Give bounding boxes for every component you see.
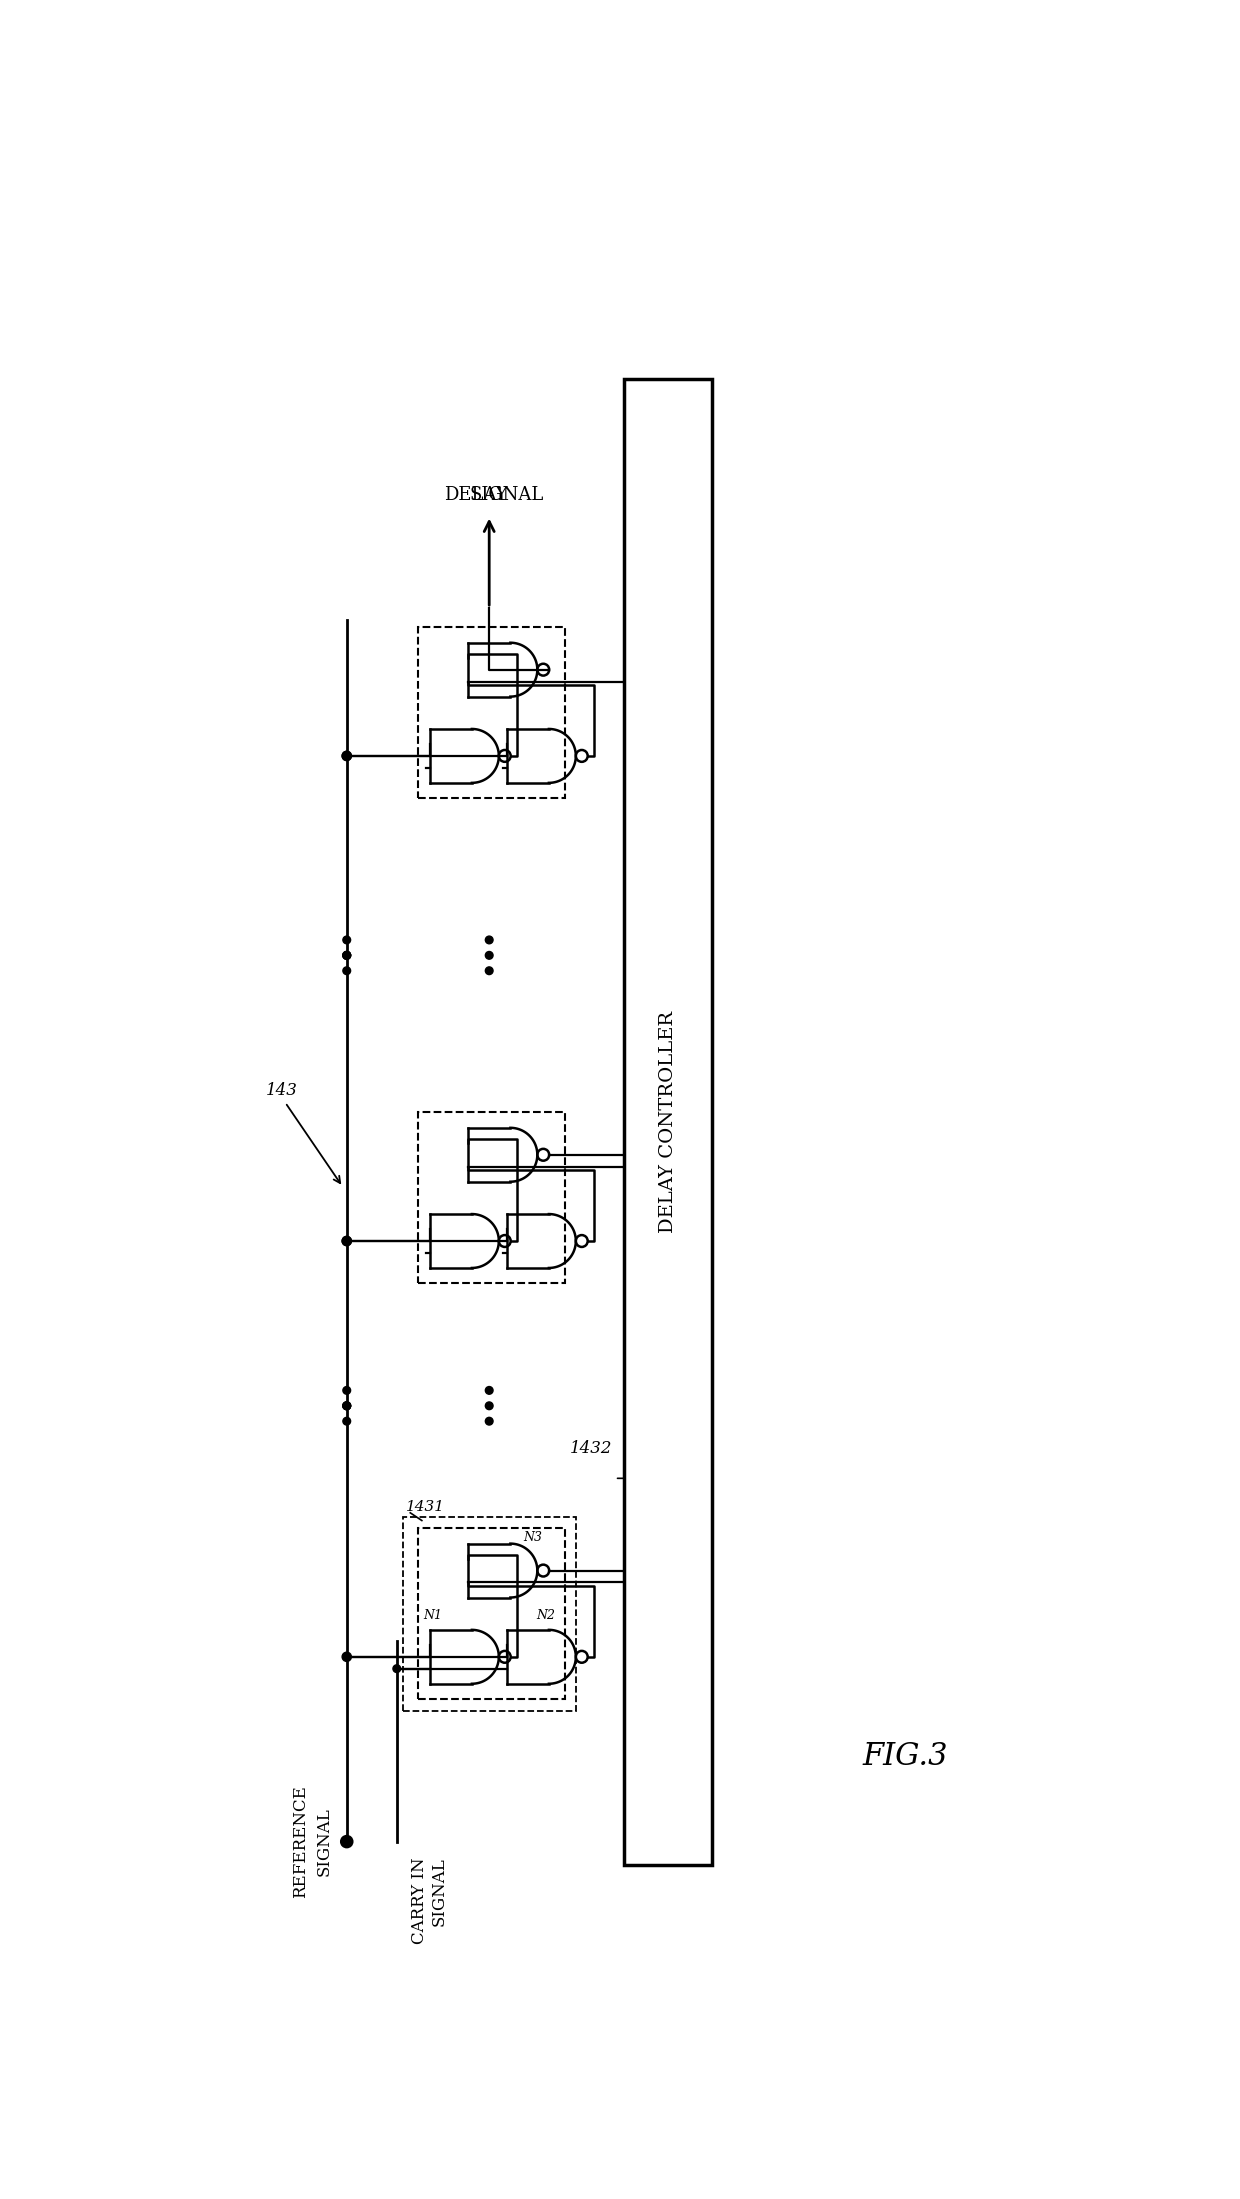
Text: N3: N3: [523, 1531, 542, 1544]
Text: 143: 143: [265, 1082, 298, 1100]
Bar: [418, 627, 564, 798]
Circle shape: [343, 952, 351, 959]
Circle shape: [393, 1665, 401, 1673]
Circle shape: [342, 1236, 351, 1245]
Circle shape: [343, 968, 351, 974]
Circle shape: [343, 952, 351, 959]
Bar: [418, 1528, 564, 1700]
Circle shape: [343, 952, 351, 959]
Circle shape: [343, 1403, 351, 1410]
Bar: [403, 1517, 577, 1711]
Text: SIGNAL: SIGNAL: [469, 486, 543, 504]
Circle shape: [343, 1418, 351, 1425]
Circle shape: [343, 1403, 351, 1410]
Text: SIGNAL: SIGNAL: [315, 1808, 332, 1876]
Circle shape: [485, 1418, 494, 1425]
Circle shape: [485, 1403, 494, 1410]
Circle shape: [485, 1388, 494, 1394]
Circle shape: [342, 1236, 351, 1245]
Text: CARRY IN: CARRY IN: [412, 1856, 428, 1944]
Circle shape: [342, 1836, 351, 1847]
Text: DELAY CONTROLLER: DELAY CONTROLLER: [660, 1012, 677, 1234]
Bar: [624, 378, 713, 1865]
Circle shape: [485, 952, 494, 959]
Circle shape: [342, 752, 351, 761]
Text: 1432: 1432: [570, 1440, 613, 1458]
Bar: [418, 1113, 564, 1284]
Circle shape: [485, 968, 494, 974]
Circle shape: [342, 752, 351, 761]
Text: N2: N2: [536, 1610, 556, 1623]
Text: REFERENCE: REFERENCE: [293, 1786, 309, 1898]
Circle shape: [343, 952, 351, 959]
Circle shape: [343, 1403, 351, 1410]
Circle shape: [485, 937, 494, 943]
Text: 1431: 1431: [407, 1500, 445, 1513]
Circle shape: [343, 1388, 351, 1394]
Circle shape: [343, 937, 351, 943]
Text: N1: N1: [423, 1610, 443, 1623]
Text: DELAY: DELAY: [444, 486, 507, 504]
Circle shape: [343, 1403, 351, 1410]
Circle shape: [342, 1651, 351, 1662]
Text: SIGNAL: SIGNAL: [430, 1856, 448, 1926]
Text: FIG.3: FIG.3: [862, 1742, 947, 1772]
